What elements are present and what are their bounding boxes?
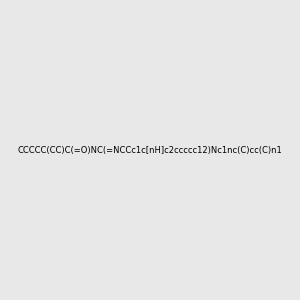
Text: CCCCC(CC)C(=O)NC(=NCCc1c[nH]c2ccccc12)Nc1nc(C)cc(C)n1: CCCCC(CC)C(=O)NC(=NCCc1c[nH]c2ccccc12)Nc…	[18, 146, 282, 154]
